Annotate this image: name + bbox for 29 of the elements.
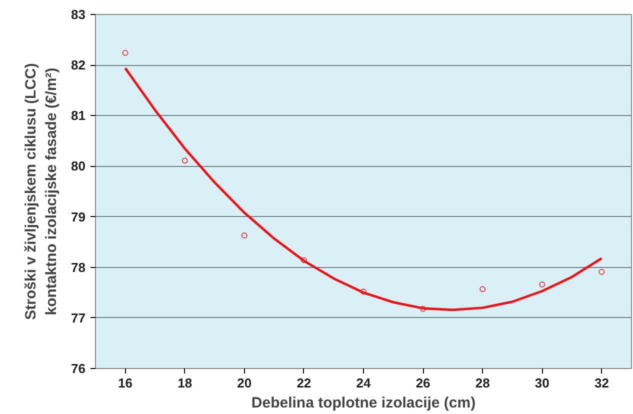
x-tick-label: 18	[178, 376, 192, 390]
x-tick-label: 30	[534, 376, 550, 390]
x-tick-label: 28	[475, 376, 490, 390]
y-tick-label: 76	[71, 361, 86, 376]
line-series	[124, 66, 603, 312]
x-tick-label: 24	[356, 376, 372, 390]
y-tick-label: 77	[71, 310, 86, 326]
x-axis-title: Debelina toplotne izolacije (cm)	[251, 394, 476, 412]
y-tick-label: 79	[71, 209, 86, 224]
x-tick-label: 16	[118, 376, 133, 390]
point	[300, 257, 307, 264]
point	[122, 50, 128, 56]
point	[420, 306, 426, 312]
point	[241, 232, 248, 238]
point	[360, 288, 366, 295]
point	[480, 286, 486, 292]
point	[182, 158, 188, 164]
point	[539, 282, 546, 288]
point	[598, 268, 605, 275]
x-tick-label: 26	[416, 376, 430, 390]
y-tick-label: 82	[71, 58, 86, 73]
y-tick-label: 81	[71, 108, 86, 124]
y-axis-title: Stroški v življenjskem ciklusu (LCC) kontaktno izolacijske fasade (€/m²)	[22, 63, 60, 320]
y-tick-label: 80	[71, 158, 86, 174]
x-tick-label: 20	[237, 376, 252, 390]
y-tick-label: 83	[71, 7, 86, 22]
x-tick-label: 32	[594, 376, 609, 390]
y-tick-label: 78	[71, 260, 86, 275]
x-tick-label: 22	[296, 376, 312, 390]
